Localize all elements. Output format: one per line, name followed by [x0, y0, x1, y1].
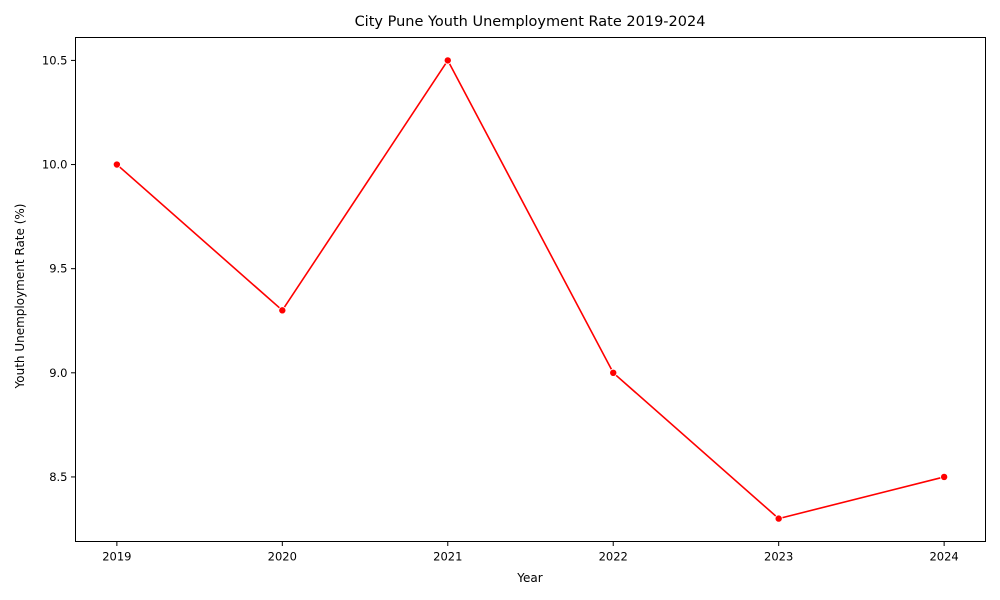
- y-tick-label: 9.0: [49, 366, 67, 380]
- data-series: [112, 56, 949, 523]
- data-point: [112, 160, 121, 169]
- y-tick-label: 8.5: [49, 470, 67, 484]
- series-line: [116, 59, 945, 520]
- y-tick-label: 10.5: [42, 53, 68, 67]
- x-tick-label: 2023: [764, 550, 793, 564]
- y-tick-label: 9.5: [49, 262, 67, 276]
- data-point: [609, 368, 618, 377]
- x-tick-label: 2024: [929, 550, 958, 564]
- x-tick-label: 2019: [102, 550, 131, 564]
- data-point: [774, 514, 783, 523]
- data-point: [443, 56, 452, 65]
- data-point: [940, 472, 949, 481]
- x-tick-label: 2020: [268, 550, 297, 564]
- x-tick-label: 2022: [599, 550, 628, 564]
- x-axis-label: Year: [516, 571, 542, 585]
- data-point: [278, 306, 287, 315]
- y-tick-label: 10.0: [42, 158, 68, 172]
- axis-ticks: 2019 2020 2021 2022 2023 2024 8.5 9.0 9.5 10.0 10.…: [42, 53, 959, 563]
- x-tick-label: 2021: [433, 550, 462, 564]
- chart-title: City Pune Youth Unemployment Rate 2019-2…: [355, 14, 706, 30]
- y-axis-label: Youth Unemployment Rate (%): [13, 204, 27, 390]
- plot-area-frame: [75, 37, 986, 542]
